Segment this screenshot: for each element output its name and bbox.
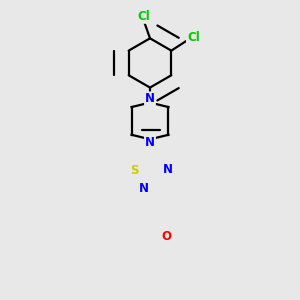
Text: Cl: Cl (187, 31, 200, 44)
Text: N: N (145, 136, 155, 149)
Text: O: O (162, 230, 172, 243)
Text: N: N (163, 163, 173, 176)
Text: N: N (139, 182, 149, 195)
Text: S: S (130, 164, 139, 176)
Text: N: N (145, 92, 155, 105)
Text: Cl: Cl (137, 10, 150, 23)
